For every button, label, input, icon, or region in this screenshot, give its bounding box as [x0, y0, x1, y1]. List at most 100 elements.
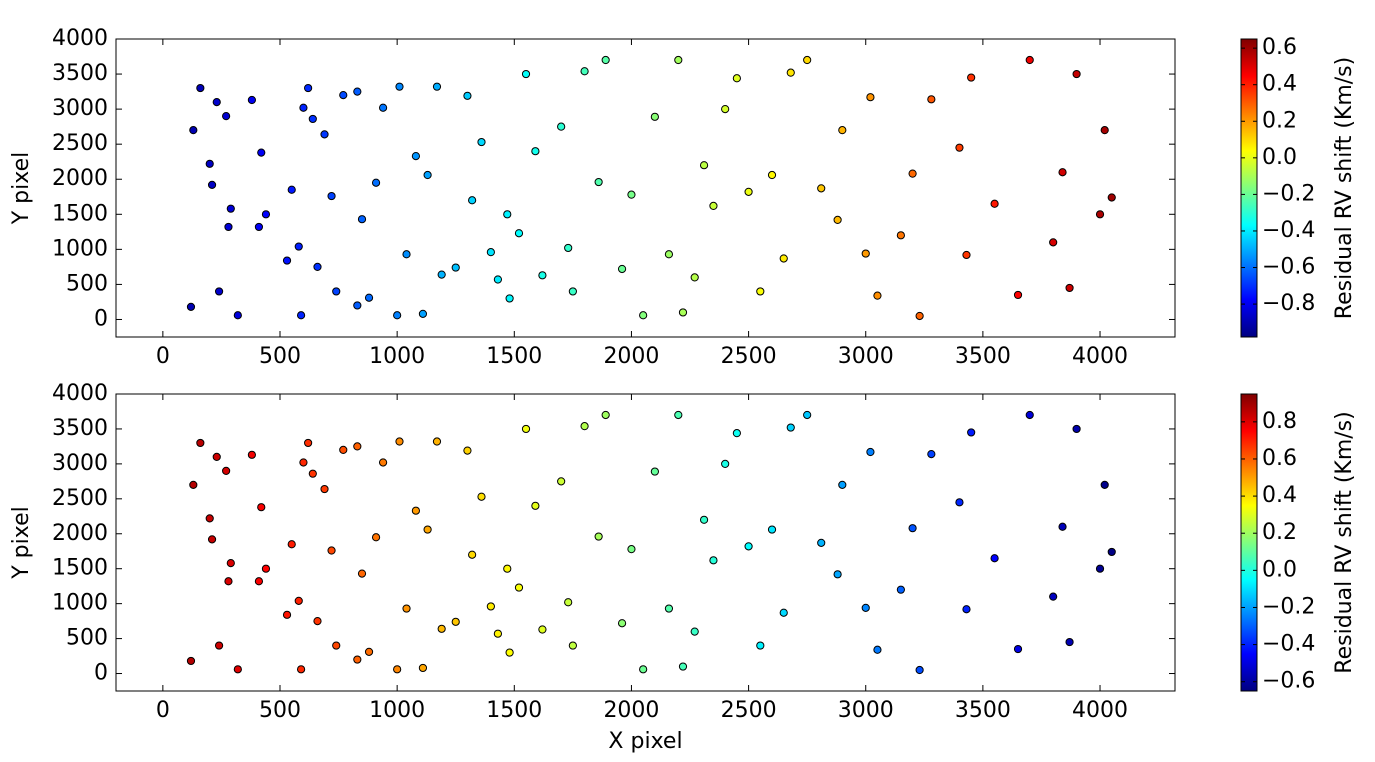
point: [927, 449, 936, 459]
colorbar: [1240, 38, 1258, 338]
plot: 0 500 1000 1500 2000 2500 3000 3500 4000 0 500 1000…: [9, 381, 1357, 754]
point: [817, 184, 826, 193]
point: [393, 311, 402, 320]
point: [580, 67, 589, 76]
point: [364, 293, 374, 302]
point: [1072, 424, 1081, 434]
point: [257, 503, 266, 512]
y-tick-label: 500: [66, 271, 108, 296]
x-tick-label: 1000: [369, 698, 425, 723]
colorbar-label: Residual RV shift (Km/s): [1332, 411, 1357, 673]
point: [212, 452, 221, 461]
point: [601, 55, 610, 65]
point: [304, 438, 313, 448]
point: [254, 577, 264, 586]
point: [756, 641, 765, 650]
point: [709, 556, 718, 565]
point: [1058, 522, 1067, 531]
point: [378, 458, 388, 467]
point: [308, 114, 317, 124]
point: [189, 126, 198, 135]
point: [247, 450, 256, 459]
point: [402, 250, 411, 259]
point: [838, 126, 847, 135]
point: [767, 525, 777, 534]
point: [1095, 564, 1105, 573]
point: [927, 95, 936, 104]
plot: 0 500 1000 1500 2000 2500 3000 3500 4000 0 500 1000…: [9, 26, 1357, 369]
x-tick-label: 3500: [955, 698, 1011, 723]
point: [786, 68, 795, 77]
x-tick-label: 3000: [838, 698, 894, 723]
point: [866, 447, 875, 457]
point: [1025, 410, 1034, 420]
point: [222, 466, 231, 475]
point: [299, 458, 308, 467]
y-tick-label: 3500: [52, 416, 108, 441]
point: [1065, 637, 1074, 647]
point: [803, 55, 812, 65]
y-tick-label: 3500: [52, 61, 108, 86]
colorbar-tick-label: 0.2: [1262, 520, 1297, 545]
point: [196, 438, 205, 448]
point: [861, 603, 870, 612]
point: [282, 610, 292, 619]
point: [327, 546, 336, 555]
point: [617, 264, 627, 274]
point: [224, 222, 233, 232]
point: [1013, 644, 1023, 654]
colorbar-tick-label: 0.8: [1262, 409, 1297, 434]
axes-frame: [115, 393, 1176, 692]
y-tick-label: 1500: [52, 201, 108, 226]
point: [451, 263, 460, 272]
point: [674, 55, 683, 65]
point: [189, 480, 198, 489]
point: [690, 627, 699, 636]
axes-frame: [115, 38, 1176, 338]
point: [557, 122, 566, 131]
point: [873, 291, 882, 300]
colorbar-tick-label: 0.4: [1262, 72, 1297, 97]
point: [486, 248, 495, 257]
point: [299, 103, 308, 112]
point: [568, 641, 577, 650]
point: [233, 311, 242, 320]
y-axis-label: Y pixel: [9, 506, 34, 580]
point: [594, 532, 603, 541]
y-tick-label: 1500: [52, 556, 108, 581]
point: [332, 641, 341, 650]
point: [955, 143, 964, 152]
point: [254, 222, 264, 232]
point: [678, 308, 688, 317]
point: [418, 663, 428, 673]
point: [1107, 547, 1116, 557]
point: [861, 249, 870, 258]
colorbar-tick-label: −0.4: [1262, 632, 1315, 657]
point: [1100, 480, 1109, 489]
point: [779, 608, 788, 617]
point: [486, 602, 495, 611]
point: [786, 423, 795, 432]
colorbar-tick-label: 0.0: [1262, 145, 1297, 170]
y-tick-label: 2500: [52, 131, 108, 156]
colorbar-tick-label: 0.0: [1262, 557, 1297, 582]
point: [205, 159, 214, 168]
point: [393, 665, 402, 674]
point: [617, 619, 627, 628]
point: [594, 177, 603, 187]
point: [463, 446, 472, 455]
colorbar-tick-label: 0.4: [1262, 483, 1297, 508]
point: [308, 469, 317, 478]
point: [873, 645, 882, 654]
point: [437, 624, 446, 633]
point: [732, 74, 741, 83]
point: [205, 514, 214, 523]
x-axis-label: X pixel: [608, 729, 682, 754]
point: [564, 243, 573, 253]
point: [967, 428, 976, 437]
colorbar-tick-label: −0.4: [1262, 218, 1315, 243]
point: [521, 424, 531, 434]
point: [233, 665, 242, 674]
point: [357, 569, 367, 578]
y-tick-label: 1000: [52, 236, 108, 261]
